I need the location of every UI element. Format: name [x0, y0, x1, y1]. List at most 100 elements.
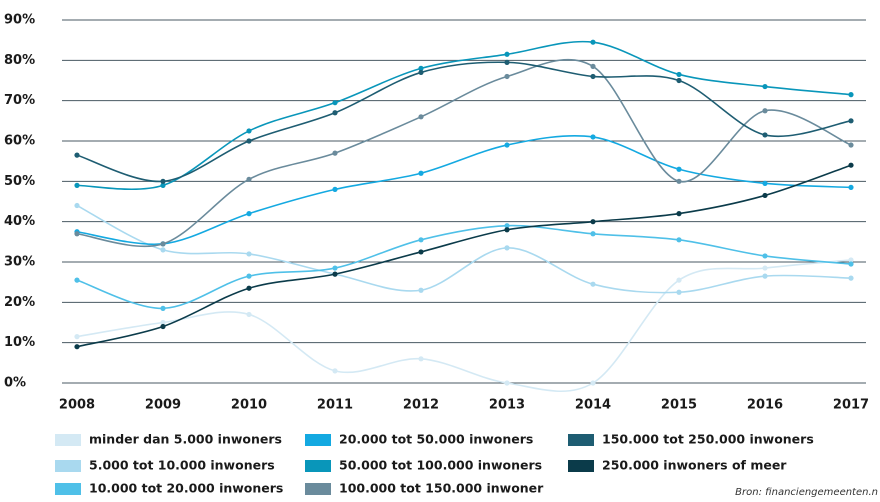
- series-line: [76, 224, 852, 310]
- legend-label: 250.000 inwoners of meer: [602, 458, 787, 473]
- series-line: [76, 58, 852, 248]
- point: [160, 319, 166, 326]
- x-tick-label: 2013: [489, 398, 525, 413]
- point: [74, 182, 80, 188]
- y-tick-label: 50%: [4, 174, 35, 189]
- point: [504, 51, 510, 57]
- point: [590, 39, 596, 45]
- point: [418, 237, 424, 243]
- point: [160, 305, 166, 311]
- point: [246, 176, 252, 182]
- point: [590, 73, 596, 80]
- legend-label: 10.000 tot 20.000 inwoners: [89, 481, 283, 496]
- x-tick-label: 2009: [145, 398, 181, 413]
- point: [74, 334, 80, 340]
- point: [504, 227, 510, 233]
- point: [418, 170, 424, 176]
- point: [74, 344, 80, 350]
- x-tick-label: 2014: [575, 398, 611, 413]
- x-tick-label: 2012: [403, 398, 439, 413]
- series-line: [76, 134, 852, 246]
- point: [504, 73, 510, 80]
- point: [762, 273, 768, 279]
- point: [590, 231, 596, 237]
- point: [246, 138, 252, 144]
- legend-swatch: [568, 460, 594, 472]
- point: [418, 114, 424, 120]
- point: [504, 380, 510, 386]
- y-tick-label: 40%: [4, 214, 35, 229]
- point: [762, 83, 768, 90]
- series-line: [76, 61, 852, 183]
- point: [332, 186, 338, 192]
- point: [762, 132, 768, 138]
- legend-label: 5.000 tot 10.000 inwoners: [89, 458, 275, 473]
- point: [74, 152, 80, 158]
- point: [504, 142, 510, 148]
- point: [848, 184, 854, 190]
- point: [246, 273, 252, 279]
- legend-label: 150.000 tot 250.000 inwoners: [602, 432, 814, 447]
- point: [74, 202, 80, 209]
- y-tick-label: 60%: [4, 134, 35, 149]
- point: [246, 251, 252, 257]
- point: [762, 108, 768, 114]
- point: [676, 237, 682, 243]
- point: [246, 211, 252, 217]
- point: [848, 261, 854, 267]
- legend-swatch: [305, 434, 331, 446]
- point: [418, 249, 424, 255]
- point: [590, 219, 596, 225]
- series-line: [76, 259, 852, 393]
- point: [676, 277, 682, 283]
- legend-swatch: [305, 483, 331, 495]
- point: [590, 380, 596, 386]
- point: [590, 134, 596, 140]
- point: [160, 182, 166, 188]
- source: Bron: financiengemeenten.n: [735, 487, 878, 498]
- point: [848, 257, 854, 263]
- point: [590, 281, 596, 287]
- legend-label: 100.000 tot 150.000 inwoner: [339, 481, 544, 496]
- point: [332, 150, 338, 156]
- x-tick-label: 2010: [231, 398, 267, 413]
- point: [74, 231, 80, 237]
- point: [676, 77, 682, 84]
- point: [74, 277, 80, 283]
- y-tick-label: 70%: [4, 93, 35, 108]
- point: [676, 289, 682, 295]
- y-tick-label: 10%: [4, 335, 35, 350]
- point: [762, 192, 768, 199]
- point: [848, 142, 854, 148]
- y-tick-label: 30%: [4, 255, 35, 270]
- series-line: [76, 164, 852, 348]
- point: [332, 271, 338, 277]
- point: [504, 223, 510, 229]
- legend-swatch: [568, 434, 594, 446]
- y-tick-label: 90%: [4, 13, 35, 28]
- point: [160, 178, 166, 184]
- point: [676, 71, 682, 78]
- legend-swatch: [55, 434, 81, 446]
- y-tick-label: 20%: [4, 295, 35, 310]
- point: [418, 65, 424, 71]
- point: [246, 128, 252, 134]
- point: [676, 211, 682, 217]
- legend-swatch: [55, 483, 81, 495]
- x-tick-label: 2016: [747, 398, 783, 413]
- point: [160, 323, 166, 330]
- point: [590, 63, 596, 69]
- point: [246, 285, 252, 291]
- point: [160, 247, 166, 253]
- x-tick-label: 2017: [833, 398, 869, 413]
- legend-swatch: [55, 460, 81, 472]
- point: [332, 265, 338, 271]
- point: [676, 178, 682, 184]
- x-tick-label: 2011: [317, 398, 353, 413]
- point: [160, 241, 166, 247]
- y-tick-label: 0%: [4, 376, 26, 391]
- point: [762, 180, 768, 186]
- point: [418, 287, 424, 293]
- series-line: [76, 40, 852, 191]
